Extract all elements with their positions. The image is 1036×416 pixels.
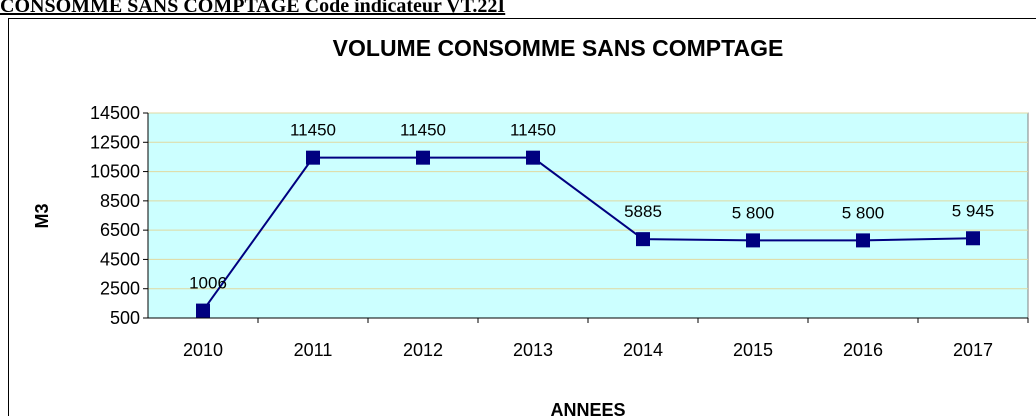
x-tick-label: 2010 <box>183 340 223 360</box>
y-axis-label: M3 <box>32 203 52 228</box>
x-tick-label: 2014 <box>623 340 663 360</box>
y-tick-label: 4500 <box>100 249 140 269</box>
x-tick-label: 2015 <box>733 340 773 360</box>
y-tick-label: 2500 <box>100 279 140 299</box>
x-tick-label: 2017 <box>953 340 993 360</box>
x-tick-label: 2013 <box>513 340 553 360</box>
data-point <box>746 233 760 248</box>
data-point <box>526 150 540 165</box>
y-tick-label: 500 <box>110 308 140 328</box>
data-label: 5885 <box>624 202 662 221</box>
data-point <box>416 150 430 165</box>
y-tick-label: 14500 <box>90 103 140 123</box>
data-point <box>636 232 650 247</box>
y-tick-label: 12500 <box>90 132 140 152</box>
x-tick-label: 2011 <box>294 340 333 360</box>
data-label: 11450 <box>510 121 556 140</box>
data-point <box>966 231 980 246</box>
data-label: 5 945 <box>952 201 995 220</box>
x-tick-label: 2012 <box>403 340 443 360</box>
data-label: 11450 <box>400 121 446 140</box>
header-text: CONSOMME SANS COMPTAGE Code indicateur V… <box>0 0 505 17</box>
plot-area <box>147 112 1029 319</box>
y-tick-label: 8500 <box>100 191 140 211</box>
x-axis-label: ANNEES <box>550 400 625 416</box>
data-point <box>196 303 210 318</box>
y-tick-label: 10500 <box>90 162 140 182</box>
data-label: 11450 <box>290 121 336 140</box>
chart-title: VOLUME CONSOMME SANS COMPTAGE <box>333 35 784 61</box>
data-label: 5 800 <box>732 203 775 222</box>
series-line <box>202 156 974 312</box>
data-label: 1006 <box>189 274 227 293</box>
y-tick-label: 6500 <box>100 220 140 240</box>
x-tick-label: 2016 <box>843 340 883 360</box>
data-point <box>856 233 870 248</box>
data-point <box>306 150 320 165</box>
data-label: 5 800 <box>842 203 885 222</box>
